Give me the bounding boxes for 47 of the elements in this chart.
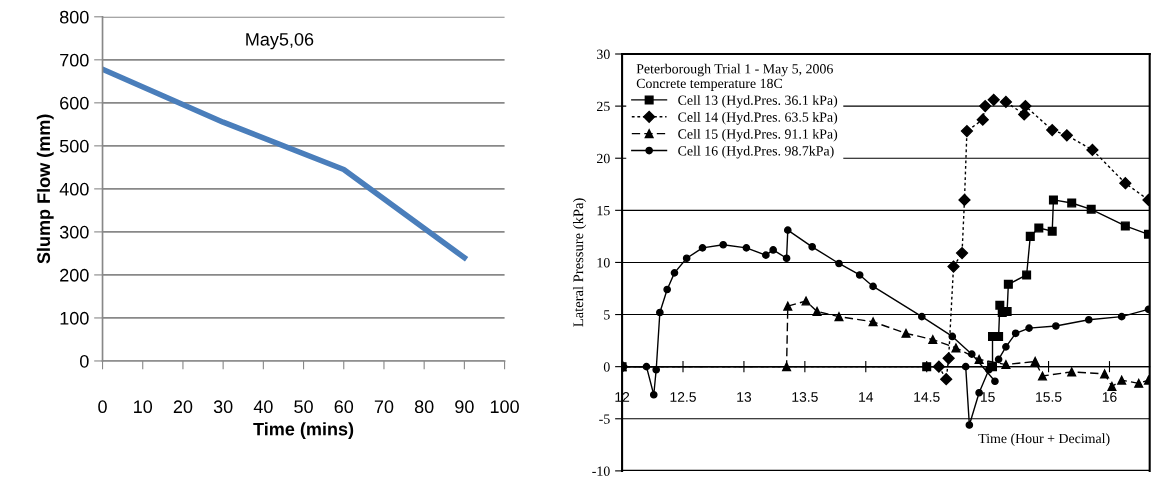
x-tick-label: 40	[253, 400, 273, 414]
x-axis-title: Time (Hour + Decimal)	[978, 433, 1110, 446]
x-tick-label: 15	[980, 392, 995, 402]
x-tick-label: 14	[859, 392, 874, 402]
y-tick-label: -10	[592, 466, 610, 476]
x-tick-label: 0	[98, 400, 107, 414]
annotation: May5,06	[246, 32, 314, 50]
y-tick-label: 500	[59, 139, 89, 153]
y-tick-label: 0	[80, 354, 89, 368]
y-tick-label: 0	[603, 362, 610, 372]
x-tick-label: 13.5	[792, 392, 818, 402]
y-tick-label: 200	[60, 268, 89, 282]
legend-label: Cell 14 (Hyd.Pres. 63.5 kPa)	[678, 112, 838, 125]
y-axis-title: Slump Flow (mm)	[36, 114, 54, 264]
y-tick-label: 700	[60, 53, 89, 67]
y-tick-label: 10	[597, 258, 610, 268]
x-tick-label: 70	[374, 400, 394, 414]
x-tick-label: 20	[173, 400, 193, 414]
x-tick-label: 90	[455, 400, 474, 414]
y-tick-label: 30	[597, 49, 610, 59]
x-tick-label: 14.5	[914, 392, 940, 402]
x-tick-label: 15.5	[1036, 392, 1062, 402]
y-tick-label: 5	[604, 310, 610, 320]
x-axis-title: Time (mins)	[253, 422, 354, 440]
legend-title: Peterborough Trial 1 - May 5, 2006 Concrete temperature 18C	[636, 63, 833, 91]
x-tick-label: 10	[134, 400, 153, 414]
x-tick-label: 12.5	[670, 392, 696, 402]
legend-label: Cell 13 (Hyd.Pres. 36.1 kPa)	[678, 95, 838, 108]
y-tick-label: 20	[597, 153, 610, 164]
x-tick-label: 16	[1102, 392, 1117, 402]
y-tick-label: 800	[60, 10, 89, 24]
y-tick-label: 100	[60, 311, 89, 325]
y-tick-label: -5	[599, 414, 610, 424]
y-tick-label: 300	[59, 225, 89, 239]
x-tick-label: 13	[737, 392, 752, 402]
y-tick-label: 15	[597, 205, 610, 216]
x-tick-label: 100	[490, 400, 519, 414]
x-tick-label: 30	[213, 400, 233, 414]
legend-label: Cell 15 (Hyd.Pres. 91.1 kPa)	[678, 128, 838, 142]
y-axis-title: Lateral Pressure (kPa)	[572, 198, 587, 327]
y-tick-label: 400	[59, 182, 89, 196]
x-tick-label: 50	[294, 400, 313, 414]
x-tick-label: 80	[414, 400, 434, 414]
y-tick-label: 25	[597, 101, 610, 112]
y-tick-label: 600	[60, 96, 89, 110]
x-tick-label: 60	[334, 400, 354, 414]
legend-label: Cell 16 (Hyd.Pres. 98.7kPa)	[678, 145, 834, 159]
